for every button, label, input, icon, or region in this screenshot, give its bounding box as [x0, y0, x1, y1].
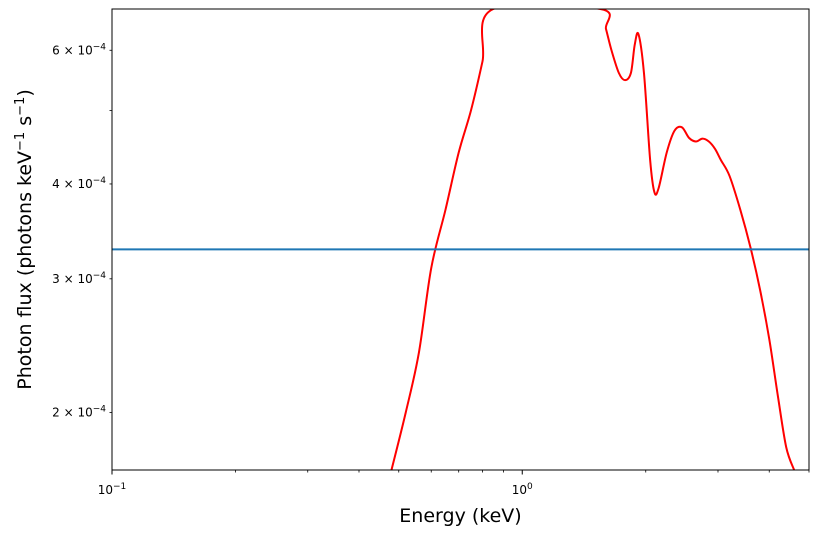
x-tick-exponent: −1 — [113, 482, 126, 492]
series-line-0 — [390, 9, 796, 470]
y-tick-label-1: 3 × 10−4 — [52, 271, 106, 286]
y-axis-label-exponent-2: −1 — [13, 97, 28, 116]
plot-frame — [111, 8, 810, 471]
x-axis: 10−1 100 — [98, 470, 810, 497]
y-tick-exponent: −4 — [93, 405, 107, 415]
y-tick-label-2: 4 × 10−4 — [52, 176, 106, 191]
x-tick-mantissa: 10 — [98, 483, 113, 497]
series-layer — [112, 9, 809, 470]
y-axis-label-mid: s — [14, 116, 36, 132]
y-tick-exponent: −4 — [93, 42, 107, 52]
y-tick-mantissa: 6 × 10 — [52, 43, 93, 57]
y-axis-label-suffix: ) — [14, 89, 36, 96]
y-tick-label-0: 2 × 10−4 — [52, 405, 106, 420]
y-tick-mantissa: 3 × 10 — [52, 272, 93, 286]
y-axis: 2 × 10−43 × 10−44 × 10−46 × 10−4 — [52, 42, 112, 420]
y-axis-label-exponent-1: −1 — [13, 132, 28, 151]
x-tick-label-1: 100 — [512, 482, 533, 497]
y-axis-label: Photon flux (photons keV−1 s−1) — [13, 89, 37, 390]
x-tick-label-0: 10−1 — [98, 482, 127, 497]
x-axis-label: Energy (keV) — [399, 505, 521, 527]
y-tick-label-3: 6 × 10−4 — [52, 42, 106, 57]
y-tick-exponent: −4 — [93, 271, 107, 281]
plot-background — [112, 9, 809, 470]
y-tick-exponent: −4 — [93, 176, 107, 186]
x-tick-exponent: 0 — [527, 482, 533, 492]
y-axis-label-prefix: Photon flux (photons keV — [14, 151, 36, 390]
x-tick-mantissa: 10 — [512, 483, 527, 497]
y-tick-mantissa: 4 × 10 — [52, 177, 93, 191]
y-tick-mantissa: 2 × 10 — [52, 406, 93, 420]
